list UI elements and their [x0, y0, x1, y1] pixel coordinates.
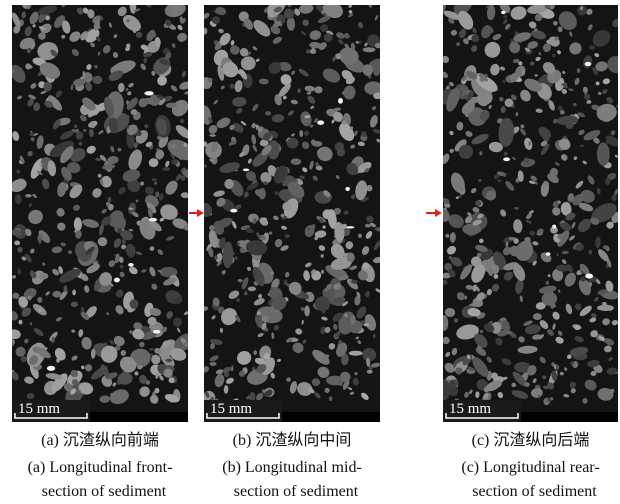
- particle: [314, 86, 322, 93]
- particle: [375, 43, 382, 49]
- bright-particle: [47, 366, 55, 371]
- particle: [462, 224, 481, 235]
- particle: [160, 267, 178, 278]
- particle: [364, 323, 370, 326]
- particle: [440, 315, 448, 331]
- scale-strip: [521, 412, 618, 422]
- caption-cn: (b) 沉渣纵向中间: [233, 431, 352, 449]
- bright-particle: [503, 157, 510, 161]
- arrow: [189, 209, 204, 217]
- ct-image: 15 mm: [434, 0, 620, 422]
- scale-bar-label: 15 mm: [18, 401, 60, 417]
- bright-particle: [585, 274, 593, 279]
- bright-particle: [149, 218, 157, 222]
- caption-en: (b) Longitudinal mid-: [222, 459, 362, 476]
- caption-en: (c) Longitudinal rear-: [461, 459, 599, 476]
- bright-particle: [114, 278, 120, 283]
- bright-particle: [243, 168, 250, 171]
- ct-image: 15 mm: [6, 0, 199, 422]
- particle: [304, 305, 310, 316]
- bright-particle: [230, 209, 237, 213]
- scale-strip: [90, 412, 188, 422]
- caption-en: section of sediment: [42, 483, 167, 500]
- particle: [27, 49, 31, 53]
- particle: [237, 242, 240, 245]
- bright-particle: [345, 187, 350, 191]
- scale-bar-label: 15 mm: [210, 401, 252, 417]
- arrow: [426, 209, 442, 217]
- particle: [597, 142, 610, 166]
- bright-particle: [144, 91, 153, 95]
- ct-image: 15 mm: [195, 0, 389, 422]
- figure: 15 mm (a) 沉渣纵向前端 (a) Longitudinal front-se…: [0, 0, 620, 504]
- bright-particle: [585, 62, 592, 66]
- caption-en: section of sediment: [234, 483, 359, 500]
- caption-en: section of sediment: [472, 483, 597, 500]
- bright-particle: [552, 225, 556, 229]
- caption-en: (a) Longitudinal front-: [28, 459, 173, 476]
- bright-particle: [153, 330, 160, 334]
- scale-bar-label: 15 mm: [449, 401, 491, 417]
- bright-particle: [317, 120, 324, 125]
- bright-particle: [128, 263, 134, 267]
- particle: [203, 28, 208, 35]
- caption-cn: (a) 沉渣纵向前端: [41, 431, 159, 449]
- particle: [253, 350, 257, 355]
- particle: [349, 351, 363, 356]
- caption-cn: (c) 沉渣纵向后端: [472, 431, 590, 449]
- particle: [597, 305, 614, 311]
- bright-particle: [501, 11, 506, 14]
- scale-strip: [282, 412, 380, 422]
- particle: [533, 313, 542, 320]
- bright-particle: [346, 226, 354, 228]
- bright-particle: [546, 252, 551, 256]
- bright-particle: [338, 98, 343, 104]
